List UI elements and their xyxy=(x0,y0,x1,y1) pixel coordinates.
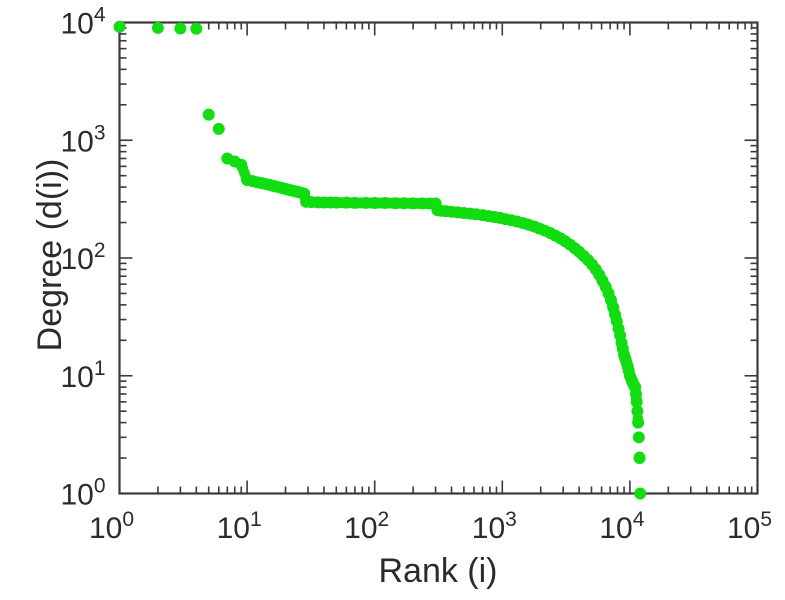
data-markers xyxy=(113,20,647,500)
svg-text:100: 100 xyxy=(89,508,134,545)
svg-text:102: 102 xyxy=(344,508,389,545)
svg-text:103: 103 xyxy=(472,508,517,545)
axes-frame xyxy=(118,21,759,495)
tick-labels: 100 101 102 103 104 105 100 101 102 103 104 xyxy=(60,4,772,546)
svg-text:105: 105 xyxy=(727,508,772,545)
svg-text:101: 101 xyxy=(217,508,262,545)
x-axis-title: Rank (i) xyxy=(378,552,498,590)
svg-text:101: 101 xyxy=(60,357,105,394)
svg-text:103: 103 xyxy=(60,121,105,158)
svg-text:102: 102 xyxy=(60,239,105,276)
svg-text:104: 104 xyxy=(599,508,644,545)
svg-text:100: 100 xyxy=(60,475,105,512)
tick-marks xyxy=(118,21,759,495)
svg-text:104: 104 xyxy=(60,4,105,41)
